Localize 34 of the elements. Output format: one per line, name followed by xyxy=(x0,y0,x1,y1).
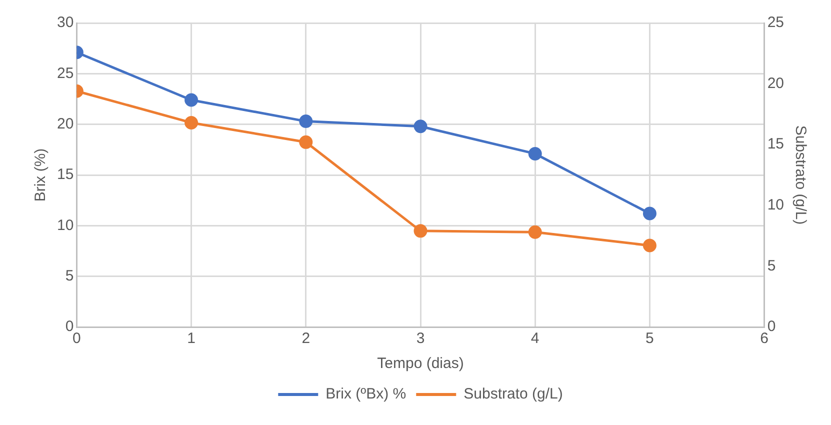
point xyxy=(184,93,198,107)
y2-axis-title: Substrato (g/L) xyxy=(792,125,809,225)
point xyxy=(414,120,428,134)
x-tick-label: 6 xyxy=(760,330,768,348)
x-tick-label: 1 xyxy=(187,330,196,348)
point xyxy=(299,114,313,128)
legend-label: Substrato (g/L) xyxy=(464,386,563,403)
x-tick-label: 2 xyxy=(302,330,310,348)
y2-tick-label: 5 xyxy=(767,257,776,274)
x-tick-label: 4 xyxy=(530,330,540,348)
point xyxy=(528,225,542,239)
y-tick-label: 10 xyxy=(56,216,74,234)
point xyxy=(642,238,656,252)
point xyxy=(414,224,428,238)
y-tick-label: 25 xyxy=(56,64,74,82)
point xyxy=(184,116,198,130)
y-tick-label: 15 xyxy=(56,166,74,184)
y2-tick-label: 20 xyxy=(767,74,784,92)
y2-tick-label: 25 xyxy=(767,14,784,32)
y-axis-title: Brix (%) xyxy=(32,148,50,202)
x-tick-label: 3 xyxy=(416,330,425,348)
point xyxy=(642,206,656,220)
legend-label: Brix (ºBx) % xyxy=(326,386,406,403)
y2-tick-label: 15 xyxy=(767,136,784,153)
y-tick-label: 5 xyxy=(65,267,74,284)
y-tick-label: 20 xyxy=(56,115,74,132)
y2-tick-label: 0 xyxy=(767,318,776,336)
y-tick-label: 30 xyxy=(56,14,74,32)
y2-tick-label: 10 xyxy=(767,196,784,214)
x-axis-title: Tempo (dias) xyxy=(377,355,464,372)
point xyxy=(528,146,542,160)
x-tick-label: 5 xyxy=(646,330,654,348)
point xyxy=(299,135,313,149)
y-tick-label: 0 xyxy=(65,318,74,336)
